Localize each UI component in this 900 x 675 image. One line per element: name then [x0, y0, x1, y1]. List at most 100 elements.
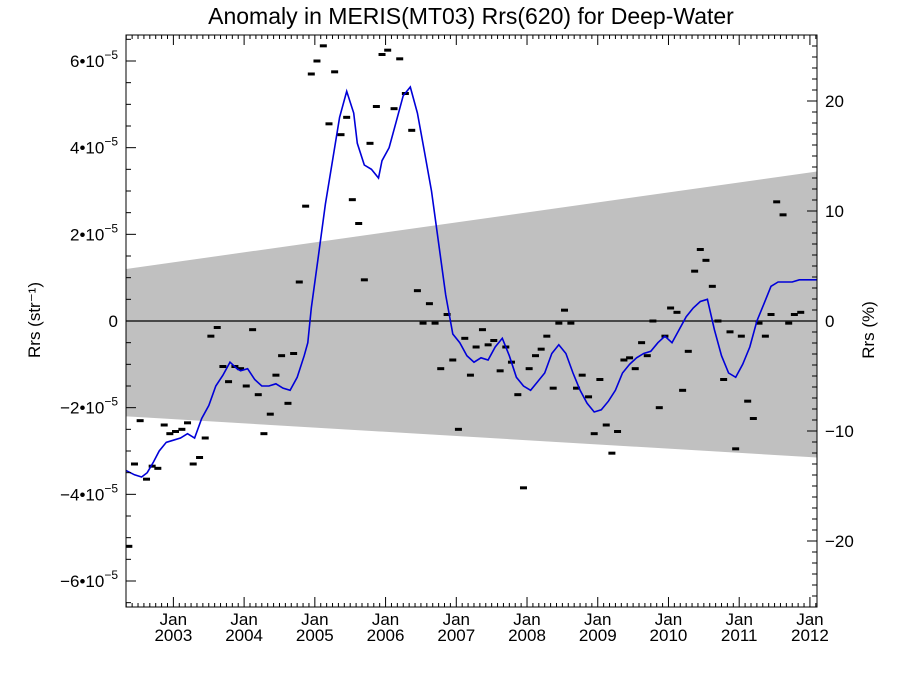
data-point [136, 419, 144, 423]
y-left-tick-mantissa: −4•10 [60, 485, 104, 504]
data-point [237, 367, 245, 371]
data-point [684, 349, 692, 353]
y-left-tick-label: 6•10−5 [70, 48, 118, 71]
data-point [673, 310, 681, 314]
x-tick-month: Jan [372, 610, 399, 629]
y-right-tick-label: 20 [825, 92, 844, 111]
data-point [702, 258, 710, 262]
smoothed-line-layer [126, 85, 817, 478]
y-left-tick-mantissa: 2•10 [70, 225, 104, 244]
x-tick-month: Jan [301, 610, 328, 629]
y-left-tick-label: −4•10−5 [60, 481, 118, 504]
data-point [160, 423, 168, 427]
data-point [454, 427, 462, 431]
data-point [313, 59, 321, 63]
data-point [614, 430, 622, 433]
y-left-tick-exponent: −5 [104, 481, 118, 495]
data-point [307, 72, 315, 76]
y-right-tick-label: −10 [825, 422, 854, 441]
data-point [561, 308, 569, 312]
data-point [419, 321, 427, 325]
data-point [514, 393, 522, 397]
chart-title: Anomaly in MERIS(MT03) Rrs(620) for Deep… [208, 3, 734, 29]
data-point [773, 200, 781, 204]
data-point [767, 313, 775, 316]
data-point [130, 462, 138, 466]
data-point [437, 367, 445, 371]
data-point [720, 378, 728, 381]
data-point [372, 105, 380, 108]
data-point [519, 486, 527, 490]
data-point [348, 198, 356, 202]
data-point [737, 334, 745, 338]
y-axis-right-label: Rrs (%) [859, 301, 878, 359]
x-tick-month: Jan [230, 610, 257, 629]
x-tick-month: Jan [796, 610, 823, 629]
data-point [631, 367, 639, 371]
data-point [325, 122, 333, 126]
data-point [537, 347, 545, 351]
data-point [172, 430, 180, 433]
data-point [490, 339, 498, 342]
data-point [178, 427, 186, 431]
data-point [390, 107, 398, 111]
data-point [207, 334, 215, 338]
y-left-tick-label: 4•10−5 [70, 135, 118, 158]
data-point [649, 319, 657, 323]
y-axis-left-label: Rrs (str⁻¹) [25, 282, 44, 358]
data-point [803, 0, 810, 3]
y-left-tick-label: 0 [109, 312, 118, 331]
y-right-tick-label: −20 [825, 532, 854, 551]
data-point [290, 352, 298, 355]
data-point [696, 248, 704, 251]
data-point [691, 269, 699, 273]
data-point [278, 354, 286, 358]
uncertainty-band [126, 171, 817, 458]
y-axis-right: 20 10 0 −10 −20 [807, 45, 854, 597]
data-point [779, 213, 787, 217]
data-point [302, 204, 310, 208]
data-point [596, 378, 604, 381]
data-point [749, 417, 757, 420]
data-point [790, 313, 798, 316]
data-point [679, 388, 687, 392]
data-point [797, 310, 805, 314]
y-left-tick-mantissa: 0 [109, 312, 118, 331]
data-point [732, 447, 740, 451]
data-point [496, 369, 504, 373]
y-left-tick-exponent: −5 [104, 48, 118, 62]
data-point [413, 289, 421, 293]
y-left-tick-label: −6•10−5 [60, 568, 118, 591]
y-left-tick-mantissa: 6•10 [70, 52, 104, 71]
y-left-tick-mantissa: 4•10 [70, 139, 104, 158]
data-point [643, 354, 651, 358]
data-point [449, 358, 457, 362]
data-point [425, 302, 433, 306]
data-point [408, 128, 416, 132]
data-point [196, 456, 204, 459]
data-point [378, 53, 386, 56]
data-point [295, 280, 303, 284]
data-point [590, 432, 598, 436]
data-point [461, 336, 469, 340]
data-point [143, 477, 151, 481]
x-tick-month: Jan [443, 610, 470, 629]
y-left-tick-label: −2•10−5 [60, 395, 118, 418]
data-point [543, 334, 551, 338]
data-point [337, 133, 345, 137]
data-point [620, 358, 628, 362]
data-point [573, 386, 581, 390]
data-point [744, 399, 752, 403]
x-axis: Jan2003Jan2004Jan2005Jan2006Jan2007Jan20… [125, 35, 829, 645]
data-point [549, 386, 557, 390]
data-point [809, 0, 816, 3]
data-point [355, 222, 363, 225]
data-point [166, 432, 174, 436]
data-point [602, 423, 610, 427]
data-point [567, 321, 575, 325]
data-point [343, 115, 351, 119]
data-point [608, 451, 616, 455]
x-tick-year: 2007 [437, 626, 475, 645]
data-point [472, 345, 480, 349]
x-tick-month: Jan [584, 610, 611, 629]
